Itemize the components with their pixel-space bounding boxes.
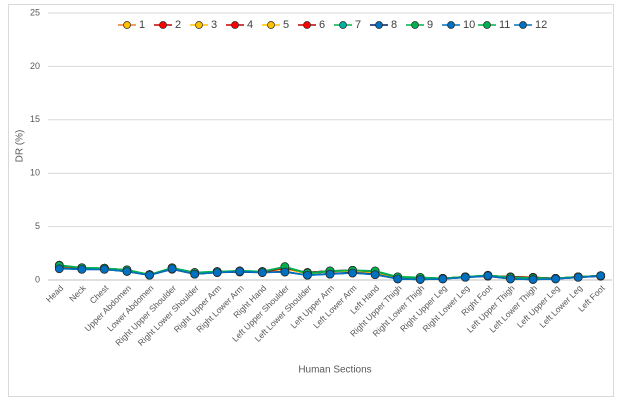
data-point <box>77 264 87 274</box>
legend-label: 3 <box>211 19 217 31</box>
data-point <box>54 264 64 274</box>
legend-label: 8 <box>391 19 397 31</box>
data-point <box>167 264 177 274</box>
legend-marker <box>267 21 275 29</box>
y-tick-label: 5 <box>35 221 40 231</box>
data-point <box>190 269 199 279</box>
data-point <box>145 270 154 280</box>
legend-marker <box>519 21 527 29</box>
legend-marker <box>375 21 383 29</box>
y-tick-label: 10 <box>30 168 40 178</box>
y-tick-label: 15 <box>30 114 40 124</box>
legend-label: 2 <box>175 19 181 31</box>
legend-marker <box>483 21 491 29</box>
data-point <box>325 269 335 279</box>
legend-label: 1 <box>139 19 145 31</box>
data-point <box>393 274 403 284</box>
legend-label: 11 <box>499 19 510 31</box>
data-point <box>100 264 109 274</box>
legend-marker <box>195 21 203 29</box>
chart-frame <box>8 4 614 397</box>
legend-marker <box>339 21 347 29</box>
data-point <box>596 271 606 281</box>
x-axis-title: Human Sections <box>298 365 371 376</box>
legend-marker <box>447 21 455 29</box>
legend-marker <box>231 21 239 29</box>
legend-label: 7 <box>355 19 361 31</box>
data-point <box>280 267 290 277</box>
legend-label: 9 <box>427 19 433 31</box>
legend-label: 4 <box>247 19 253 31</box>
legend-label: 6 <box>319 19 325 31</box>
legend-marker <box>411 21 419 29</box>
legend-marker <box>303 21 311 29</box>
y-tick-label: 25 <box>30 7 40 17</box>
data-point <box>483 271 493 281</box>
data-point <box>370 270 380 280</box>
data-point <box>506 274 515 284</box>
legend-label: 10 <box>463 19 475 31</box>
legend-marker <box>123 21 131 29</box>
data-point <box>348 268 357 278</box>
data-point <box>122 267 132 276</box>
data-point <box>438 274 448 284</box>
data-point <box>415 275 425 284</box>
data-point <box>551 274 560 284</box>
legend-marker <box>159 21 167 29</box>
data-point <box>212 268 222 277</box>
y-tick-label: 0 <box>35 274 40 284</box>
data-point <box>528 275 538 284</box>
data-point <box>461 272 470 282</box>
legend-label: 5 <box>283 19 289 31</box>
y-axis-title: DR (%) <box>15 130 26 163</box>
data-point <box>257 268 267 277</box>
data-point <box>573 272 583 282</box>
data-point <box>235 267 245 276</box>
y-tick-label: 20 <box>30 61 40 71</box>
legend-label: 12 <box>535 19 547 31</box>
data-point <box>303 270 312 280</box>
